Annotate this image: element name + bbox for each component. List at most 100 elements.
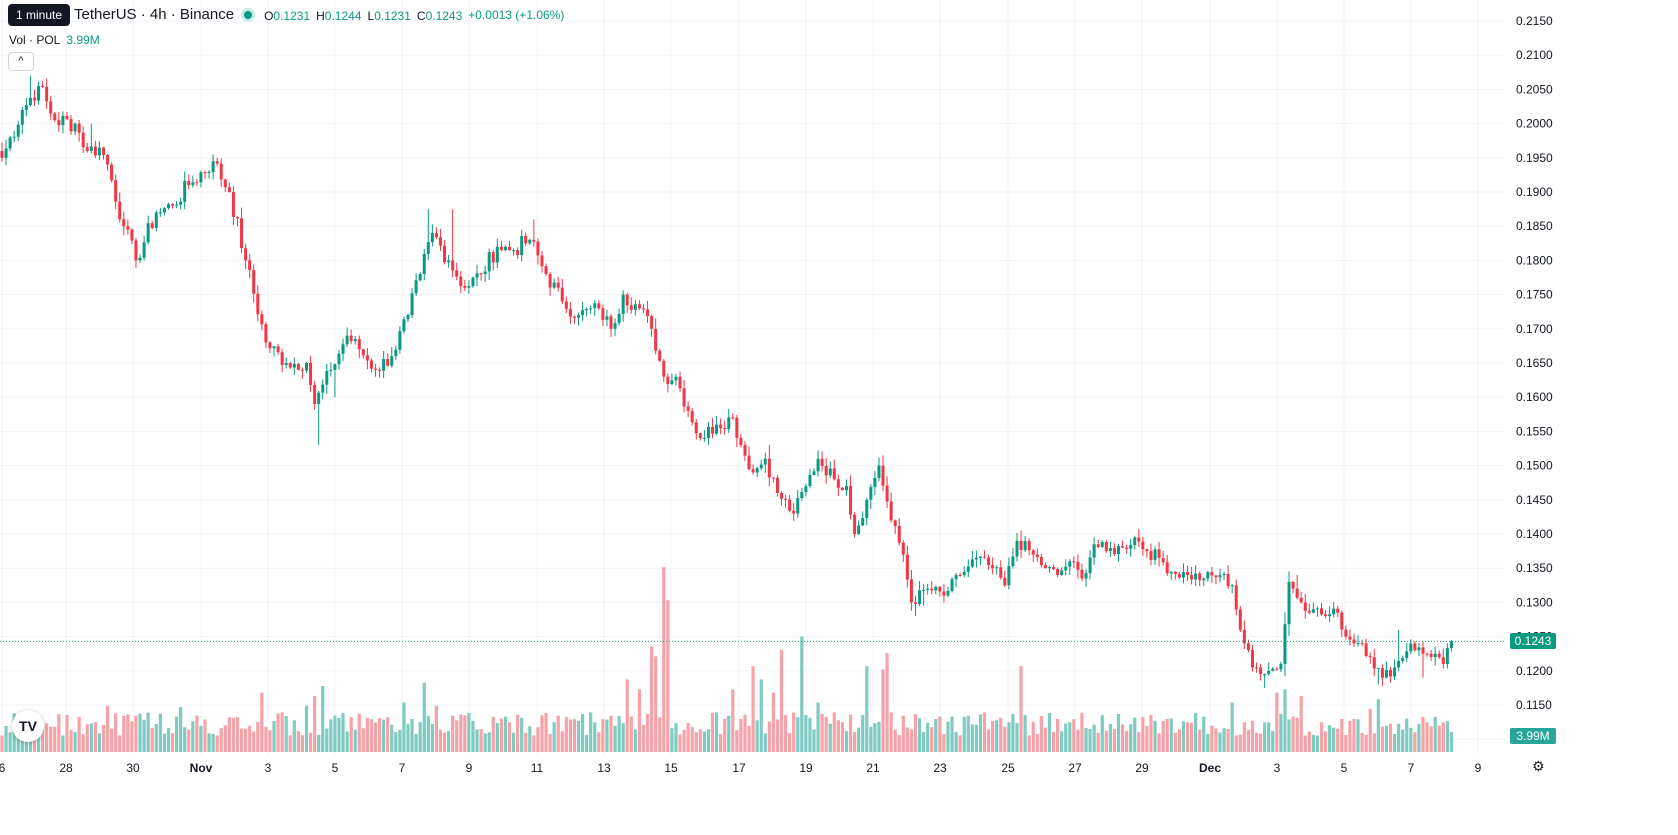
- candle-body: [564, 301, 568, 309]
- volume-bar: [1364, 734, 1368, 752]
- volume-bar: [203, 719, 207, 752]
- chart-legend: TetherUS · 4h · Binance O0.1231 H0.1244 …: [8, 6, 570, 23]
- candle-body: [248, 260, 252, 270]
- volume-bar: [865, 666, 869, 752]
- ohlc-close: C0.1243: [416, 8, 463, 23]
- volume-bar: [930, 727, 934, 752]
- candle-body: [300, 369, 304, 371]
- candle-body: [77, 123, 81, 133]
- candle-body: [434, 233, 438, 238]
- candle-body: [1433, 653, 1437, 658]
- candle-body: [930, 588, 934, 591]
- candle-body: [1246, 643, 1250, 651]
- volume-bar: [235, 717, 240, 752]
- candle-body: [719, 424, 723, 429]
- x-tick-label: 3: [265, 761, 272, 775]
- candle-body: [142, 242, 146, 258]
- candle-body: [905, 554, 909, 580]
- volume-bar: [934, 719, 938, 752]
- volume-bar: [1279, 713, 1283, 752]
- candle-body: [1173, 571, 1177, 574]
- candle-body: [1340, 612, 1344, 630]
- candle-body: [1129, 545, 1133, 549]
- candle-body: [727, 417, 731, 429]
- volume-bar: [698, 729, 702, 752]
- candle-body: [1389, 670, 1393, 677]
- candle-body: [305, 363, 308, 371]
- volume-bar: [804, 715, 808, 752]
- volume-bar: [105, 705, 110, 752]
- candle-body: [1271, 668, 1275, 671]
- volume-bar: [751, 666, 755, 752]
- candle-body: [686, 406, 690, 411]
- volume-bar: [731, 689, 735, 752]
- candle-body: [1267, 670, 1271, 675]
- volume-bar: [889, 712, 893, 752]
- candle-body: [1364, 643, 1368, 657]
- symbol-title[interactable]: TetherUS · 4h · Binance: [74, 6, 235, 23]
- candle-body: [37, 85, 41, 101]
- volume-bar: [150, 727, 154, 752]
- volume-bar: [325, 728, 329, 752]
- candle-body: [877, 465, 881, 478]
- y-tick-label: 0.2100: [1516, 48, 1553, 62]
- tradingview-logo-icon[interactable]: TV: [12, 710, 44, 742]
- volume-bar: [345, 731, 349, 752]
- candle-body: [1121, 546, 1125, 548]
- candle-body: [1031, 550, 1035, 555]
- volume-bar: [118, 735, 122, 752]
- candle-body: [1421, 647, 1425, 654]
- volume-bar: [759, 679, 763, 752]
- time-axis[interactable]: 6 28 30 Nov 3 5 7 9 11 13 15 17 19 21 23 25 27 29 Dec 3 5 7 9: [0, 761, 1482, 775]
- volume-bar: [1397, 723, 1401, 752]
- volume-bar: [536, 727, 540, 752]
- volume-bar: [170, 733, 175, 752]
- y-tick-label: 0.1800: [1516, 253, 1553, 267]
- volume-bar: [1409, 727, 1413, 752]
- volume-bar: [958, 735, 962, 752]
- volume-bar: [239, 728, 244, 752]
- volume-bar: [763, 733, 767, 752]
- candle-body: [788, 499, 792, 511]
- volume-bar: [447, 731, 451, 752]
- volume-bar: [434, 705, 439, 752]
- candle-body: [792, 510, 796, 514]
- candle-body: [231, 192, 235, 218]
- volume-bar: [166, 727, 171, 752]
- candle-body: [264, 324, 268, 343]
- volume-bar: [1332, 727, 1336, 752]
- volume-bar: [1250, 720, 1255, 752]
- candle-body: [455, 270, 459, 277]
- candle-body: [57, 120, 61, 126]
- candle-body: [410, 293, 414, 316]
- chevron-up-icon: ^: [18, 55, 24, 67]
- volume-bar: [650, 646, 654, 752]
- candle-body: [1320, 608, 1323, 615]
- candle-body: [784, 498, 788, 500]
- candle-body: [706, 426, 710, 438]
- volume-bar: [881, 669, 885, 752]
- candle-body: [333, 364, 337, 370]
- volume-bar: [341, 713, 345, 752]
- collapse-legend-button[interactable]: ^: [8, 52, 34, 71]
- candle-body: [747, 455, 751, 470]
- candle-body: [81, 132, 85, 148]
- candle-body: [69, 119, 73, 132]
- ohlc-open: O0.1231: [264, 8, 311, 23]
- volume-bar: [1047, 713, 1052, 752]
- candle-body: [1348, 636, 1352, 640]
- volume-bar: [1084, 727, 1088, 752]
- candle-body: [1072, 561, 1076, 563]
- candle-body: [463, 285, 467, 288]
- price-axis[interactable]: 0.2150 0.2100 0.2050 0.2000 0.1950 0.1900 0.18…: [1516, 14, 1553, 746]
- candle-body: [138, 257, 142, 261]
- candle-body: [1080, 569, 1084, 579]
- volume-bar: [337, 717, 341, 752]
- volume-bar: [154, 724, 158, 752]
- candle-body: [1145, 549, 1149, 552]
- candle-body: [223, 179, 227, 188]
- gear-icon[interactable]: ⚙: [1532, 758, 1545, 774]
- volume-bar: [130, 721, 134, 752]
- candle-body: [422, 253, 426, 275]
